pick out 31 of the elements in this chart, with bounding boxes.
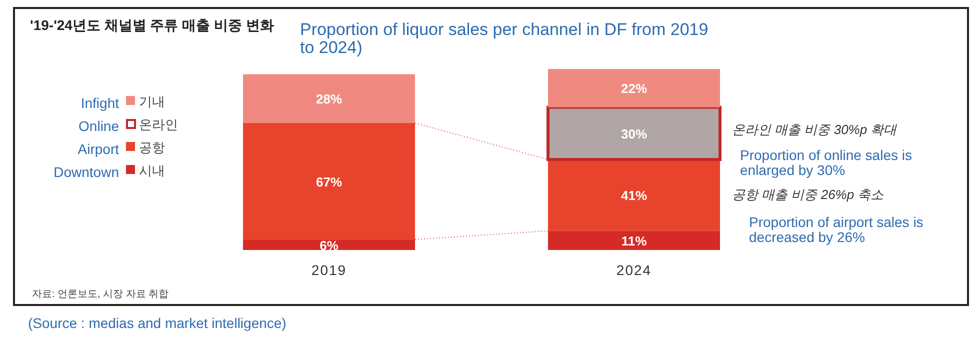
legend-label: 온라인: [139, 117, 178, 132]
x-tick-label: 2024: [616, 262, 652, 278]
bar: [548, 160, 720, 231]
annotation: Proportion of airport sales is decreased by 26%: [749, 214, 924, 245]
bar: [243, 74, 415, 123]
legend-label: 기내: [139, 94, 165, 109]
data-label: 28%: [316, 92, 342, 107]
data-label: 67%: [316, 174, 342, 190]
data-label: 22%: [620, 81, 648, 96]
legend-label: 시내: [139, 163, 165, 178]
data-label: 11%: [621, 233, 648, 248]
annotation: 공항 매출 비중 26%p 축소: [732, 187, 885, 202]
text: 자료: 언론보도, 시장 자료 취합: [32, 289, 169, 300]
text: Online: [78, 118, 119, 134]
text: (Source : medias and market intelligence): [28, 315, 286, 331]
text: Infight: [80, 95, 119, 111]
bar: [548, 69, 720, 108]
legend-label: 공항: [139, 140, 165, 155]
data-label: 30%: [620, 126, 648, 142]
text: Downtown: [54, 164, 119, 180]
annotation: Proportion of online sales is enlarged by 30%: [740, 147, 912, 178]
chart-title: '19-'24년도 채널별 주류 매출 비중 변화: [30, 17, 274, 33]
chart-subtitle: Proportion of liquor sales per channel in DF from 2019 to 2024): [300, 20, 708, 57]
bar: [548, 230, 720, 250]
text: Airport: [78, 141, 119, 157]
annotation: 온라인 매출 비중 30%p 확대: [732, 122, 898, 137]
data-label: 6%: [320, 238, 339, 253]
data-label: 41%: [620, 188, 648, 204]
bar: [243, 122, 415, 240]
bar: [243, 240, 415, 250]
x-tick-label: 2019: [311, 262, 347, 278]
